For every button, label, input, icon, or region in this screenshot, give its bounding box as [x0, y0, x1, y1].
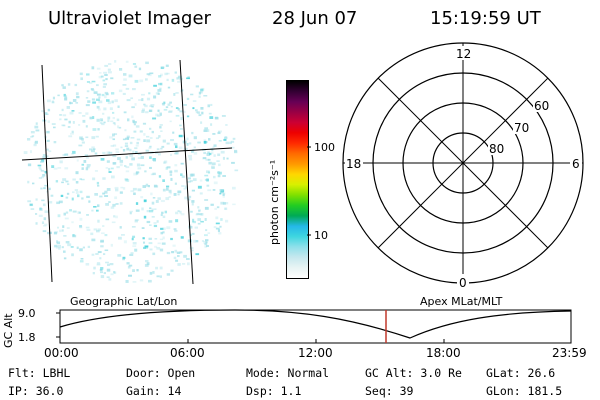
- ip-status: IP: 36.0: [8, 384, 64, 398]
- seq-status: Seq: 39: [365, 384, 414, 398]
- polar-label-18: 18: [346, 157, 361, 171]
- date-label: 28 Jun 07: [272, 8, 358, 29]
- gc-alt-axis-label: GC Alt: [2, 313, 15, 348]
- time-label: 15:19:59 UT: [430, 8, 541, 29]
- polar-plot: 12 0 18 6 60 70 80: [342, 42, 584, 290]
- latitude-label-60: 60: [534, 99, 549, 113]
- x-tick-1800: 18:00: [426, 346, 461, 360]
- x-tick-2359: 23:59: [552, 346, 587, 360]
- colorbar-tick-10: 10: [314, 229, 328, 242]
- gain-status: Gain: 14: [126, 384, 182, 398]
- altitude-timeline[interactable]: 9.0 1.8 GC Alt: [0, 300, 600, 360]
- dsp-status: Dsp: 1.1: [246, 384, 302, 398]
- geographic-caption: Geographic Lat/Lon: [70, 295, 178, 308]
- x-tick-0600: 06:00: [170, 346, 205, 360]
- apex-caption: Apex MLat/MLT: [420, 295, 503, 308]
- gc-alt-status: GC Alt: 3.0 Re: [365, 366, 462, 380]
- latitude-label-80: 80: [489, 142, 504, 156]
- x-tick-1200: 12:00: [298, 346, 333, 360]
- polar-label-0: 0: [459, 276, 467, 290]
- x-tick-0000: 00:00: [44, 346, 79, 360]
- glon-status: GLon: 181.5: [486, 384, 563, 398]
- colorbar-tick-100: 100: [314, 141, 335, 154]
- longitude-line-left: [41, 64, 53, 283]
- y-tick-9: 9.0: [18, 307, 36, 320]
- auroral-emission-speckles: [23, 60, 239, 283]
- latitude-label-70: 70: [514, 121, 529, 135]
- altitude-curve: [59, 309, 572, 339]
- mode-status: Mode: Normal: [246, 366, 330, 380]
- color-scale-bar: [286, 80, 309, 279]
- color-scale-axis: 100 10 photon cm⁻²s⁻¹: [268, 141, 335, 245]
- longitude-line-right: [179, 59, 194, 285]
- y-tick-1-8: 1.8: [18, 331, 36, 344]
- polar-label-12: 12: [456, 47, 471, 61]
- colorbar-units-label: photon cm⁻²s⁻¹: [268, 160, 281, 245]
- polar-label-6: 6: [572, 157, 580, 171]
- latitude-line: [21, 147, 233, 161]
- glat-status: GLat: 26.6: [486, 366, 556, 380]
- door-status: Door: Open: [126, 366, 196, 380]
- filter-status: Flt: LBHL: [8, 366, 71, 380]
- app-title: Ultraviolet Imager: [48, 8, 211, 29]
